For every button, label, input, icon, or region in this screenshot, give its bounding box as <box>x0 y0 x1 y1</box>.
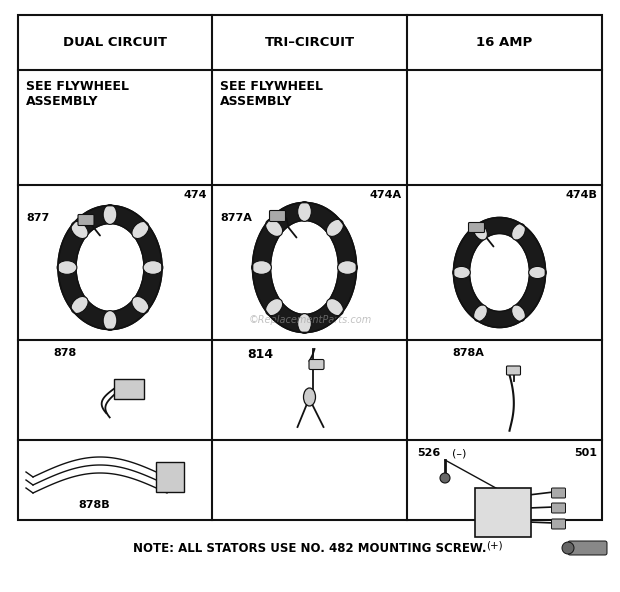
Text: 878A: 878A <box>452 348 484 358</box>
Ellipse shape <box>298 314 311 333</box>
Text: 16 AMP: 16 AMP <box>476 36 533 49</box>
Ellipse shape <box>338 260 357 274</box>
Text: 877: 877 <box>26 213 49 223</box>
Ellipse shape <box>469 233 529 311</box>
Ellipse shape <box>143 260 163 274</box>
FancyBboxPatch shape <box>552 503 565 513</box>
Ellipse shape <box>57 260 77 274</box>
Ellipse shape <box>265 220 283 236</box>
Ellipse shape <box>71 297 88 314</box>
Text: (+): (+) <box>486 540 503 550</box>
Ellipse shape <box>132 221 149 239</box>
Ellipse shape <box>512 224 525 240</box>
Text: 878: 878 <box>53 348 76 358</box>
Ellipse shape <box>265 298 283 316</box>
Text: 474A: 474A <box>370 190 402 200</box>
Text: (–): (–) <box>452 448 466 458</box>
FancyBboxPatch shape <box>469 223 484 233</box>
Text: 878B: 878B <box>78 500 110 510</box>
Ellipse shape <box>103 205 117 224</box>
Ellipse shape <box>132 297 149 314</box>
Ellipse shape <box>474 224 487 240</box>
Text: TRI–CIRCUIT: TRI–CIRCUIT <box>265 36 355 49</box>
Ellipse shape <box>474 305 487 321</box>
Ellipse shape <box>103 311 117 330</box>
Text: SEE FLYWHEEL
ASSEMBLY: SEE FLYWHEEL ASSEMBLY <box>220 80 323 108</box>
Ellipse shape <box>270 220 339 314</box>
Ellipse shape <box>453 266 471 279</box>
FancyBboxPatch shape <box>552 519 565 529</box>
Text: NOTE: ALL STATORS USE NO. 482 MOUNTING SCREW.: NOTE: ALL STATORS USE NO. 482 MOUNTING S… <box>133 542 487 555</box>
Polygon shape <box>453 217 546 327</box>
Ellipse shape <box>76 224 144 311</box>
Ellipse shape <box>252 260 272 274</box>
Ellipse shape <box>326 220 343 236</box>
FancyBboxPatch shape <box>507 366 521 375</box>
Text: 474: 474 <box>184 190 207 200</box>
Text: ©ReplacementParts.com: ©ReplacementParts.com <box>249 315 371 325</box>
FancyBboxPatch shape <box>156 462 184 492</box>
Text: DUAL CIRCUIT: DUAL CIRCUIT <box>63 36 167 49</box>
FancyBboxPatch shape <box>568 541 607 555</box>
Ellipse shape <box>512 305 525 321</box>
FancyBboxPatch shape <box>552 488 565 498</box>
Ellipse shape <box>326 298 343 316</box>
Ellipse shape <box>304 388 316 406</box>
Circle shape <box>440 473 450 483</box>
Text: 814: 814 <box>247 348 273 361</box>
Text: SEE FLYWHEEL
ASSEMBLY: SEE FLYWHEEL ASSEMBLY <box>26 80 129 108</box>
Ellipse shape <box>529 266 546 279</box>
Polygon shape <box>252 202 356 333</box>
Ellipse shape <box>298 202 311 221</box>
Text: 501: 501 <box>574 448 597 458</box>
Polygon shape <box>58 205 162 330</box>
Text: 877A: 877A <box>220 213 252 223</box>
Text: 474B: 474B <box>565 190 597 200</box>
FancyBboxPatch shape <box>309 359 324 369</box>
FancyBboxPatch shape <box>270 211 285 221</box>
Text: 526: 526 <box>417 448 440 458</box>
Bar <box>18 15 602 520</box>
FancyBboxPatch shape <box>474 488 531 537</box>
FancyBboxPatch shape <box>114 379 144 399</box>
Ellipse shape <box>71 221 88 239</box>
FancyBboxPatch shape <box>78 214 94 226</box>
Circle shape <box>562 542 574 554</box>
